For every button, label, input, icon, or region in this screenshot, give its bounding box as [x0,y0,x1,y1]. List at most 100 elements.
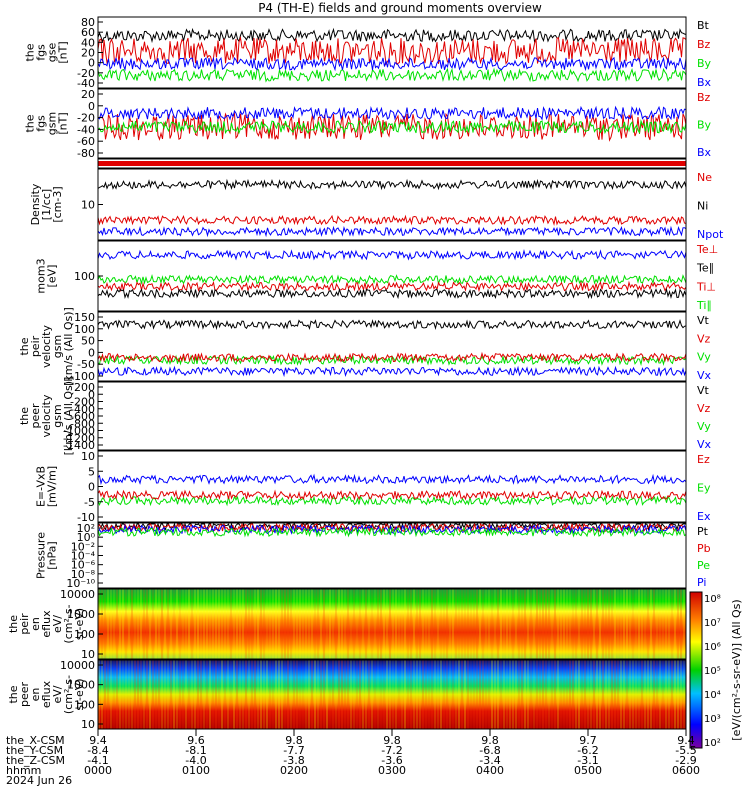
spectrogram-column [344,660,346,729]
series-Te∥ [97,280,687,293]
series-Vx [97,365,687,378]
y-axis-label: eflux [40,610,53,638]
spectrogram-column [98,660,100,729]
panel-10: 10000 1000 100 10 thepeirenefluxeV/(cm²-s-sr… [7,588,687,661]
y-axis-label: en [29,688,42,702]
spectrogram-column [491,660,493,729]
y-axis-label: [1/cc] [40,189,53,220]
series-Bx [97,105,687,121]
spectrogram-column [455,589,457,659]
spectrogram-column [464,660,466,729]
y-tick-label: 1000 [67,608,95,621]
spectrogram-column [284,660,286,729]
legend-entry: Vx [697,438,712,451]
spectrogram-column [386,589,388,659]
spectrogram-column [560,660,562,729]
spectrogram-column [119,589,121,659]
spectrogram-column [482,660,484,729]
spectrogram-column [218,660,220,729]
spectrogram-column [644,589,646,659]
spectrogram-column [545,589,547,659]
spectrogram-column [578,589,580,659]
spectrogram-column [326,660,328,729]
spectrogram-column [428,660,430,729]
spectrogram-column [452,589,454,659]
y-tick-label: 100 [74,323,95,336]
spectrogram-column [179,589,181,659]
y-axis-label: eV/ [51,685,64,703]
spectrogram-column [203,660,205,729]
spectrogram-column [491,589,493,659]
spectrogram-column [101,660,103,729]
spectrogram-column [173,660,175,729]
series-Pe [97,526,687,538]
spectrogram-column [509,660,511,729]
legend-entry: Ti∥ [696,299,712,312]
y-tick-label: 60 [81,26,95,39]
spectrogram-column [425,660,427,729]
spectrogram-column [122,589,124,659]
spectrogram-column [329,660,331,729]
spectrogram-column [164,589,166,659]
y-axis-label: E=-VxB [35,466,48,507]
spectrogram-column [149,589,151,659]
spectrogram-column [143,660,145,729]
y-tick-label: 40 [81,36,95,49]
spectrogram-column [419,660,421,729]
spectrogram-column [362,589,364,659]
spectrogram-column [653,589,655,659]
spectrogram-column [365,660,367,729]
spectrogram-column [224,589,226,659]
x-row-label: the_X-CSM [6,734,65,747]
spectrogram-column [320,660,322,729]
spectrogram-column [458,589,460,659]
spectrogram-column [455,660,457,729]
spectrogram-column [350,589,352,659]
spectrogram-column [530,660,532,729]
spectrogram-column [638,660,640,729]
spectrogram-column [185,660,187,729]
legend-entry: Vz [697,402,711,415]
panel-frame [97,158,687,169]
panel-frame [97,168,687,241]
spectrogram-column [662,660,664,729]
legend-entry: Vy [697,351,711,364]
spectrogram-column [644,660,646,729]
spectrogram-column [155,589,157,659]
x-row-value: -8.4 [87,744,108,757]
spectrogram-column [536,660,538,729]
spectrogram-column [440,589,442,659]
y-tick-label: 200 [74,381,95,394]
y-axis-label: gse [46,43,59,63]
legend-entry: Ey [697,482,711,495]
panel-11: 10000 1000 100 10 thepeerenefluxeV/(cm²-s-sr… [7,659,687,731]
y-tick-label: 10⁰ [77,531,96,544]
spectrogram-column [245,660,247,729]
spectrogram-column [347,589,349,659]
spectrogram-column [449,660,451,729]
y-axis-label: [eV] [46,265,59,288]
panels-group: 806040200-20-40thefgsgse[nT]BtBzByBx200-… [7,16,724,731]
spectrogram-column [287,660,289,729]
x-row-value: 0100 [182,764,210,777]
legend-entry: Vz [697,332,711,345]
panel-frame [97,381,687,451]
spectrogram-column [374,660,376,729]
spectrogram-column [200,589,202,659]
spectrogram-column [398,589,400,659]
spectrogram-column [131,660,133,729]
spectrogram-column [119,660,121,729]
spectrogram-column [449,589,451,659]
y-axis-label: sr-eV) [73,678,86,710]
x-row-value: -3.6 [381,754,402,767]
series-By [97,67,687,83]
spectrogram-column [242,589,244,659]
y-axis-label: gsm [46,112,59,135]
spectrogram-column [614,589,616,659]
y-tick-label: -10 [77,511,95,524]
spectrogram-column [227,589,229,659]
spectrogram-column [251,660,253,729]
spectrogram-column [143,589,145,659]
spectrogram-column [575,589,577,659]
